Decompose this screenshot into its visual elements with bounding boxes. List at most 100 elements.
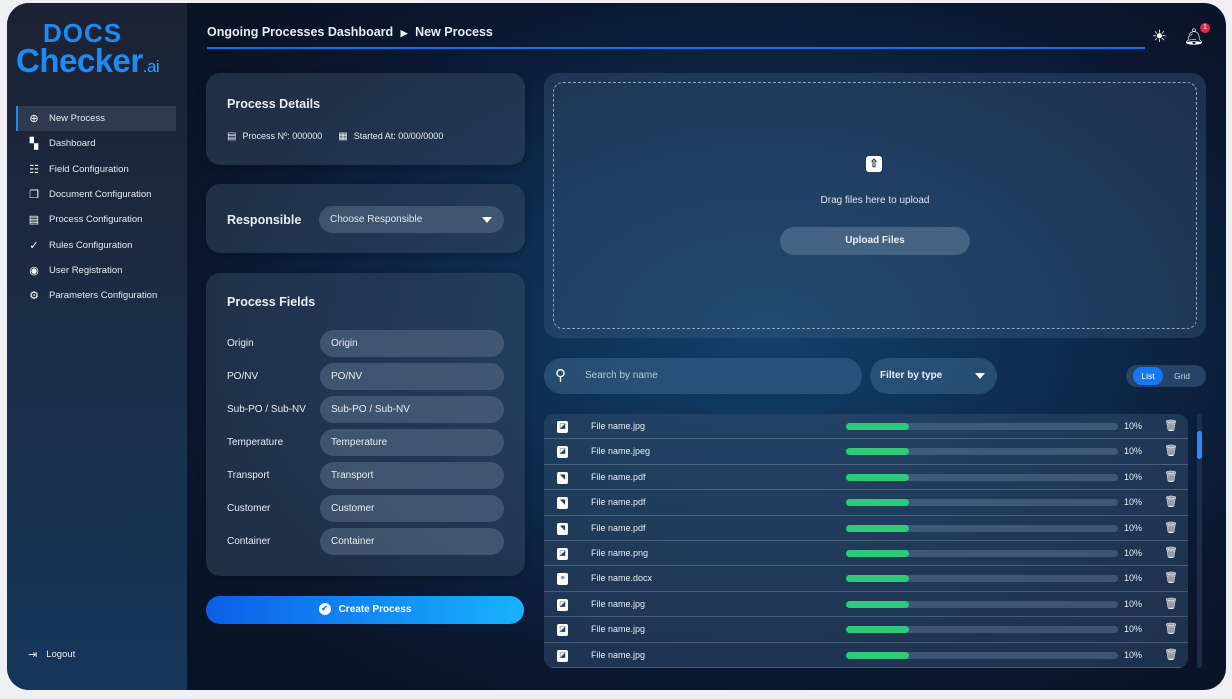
progress-percent: 10% xyxy=(1124,649,1143,660)
logo-line2: Checker xyxy=(16,42,143,79)
file-name: File name.pdf xyxy=(591,522,646,533)
trash-icon[interactable]: 🗑︎ xyxy=(1164,521,1178,534)
file-row[interactable]: ◪ File name.jpg 10% 🗑︎ xyxy=(544,643,1188,668)
file-row[interactable]: ≡ File name.docx 10% 🗑︎ xyxy=(544,566,1188,592)
file-row[interactable]: ◪ File name.jpg 10% 🗑︎ xyxy=(544,414,1188,440)
id-card-icon: ▤ xyxy=(227,131,237,142)
upload-progress-bar xyxy=(846,600,1118,608)
started-at: Started At: 00/00/0000 xyxy=(353,131,444,141)
field-input[interactable]: Customer xyxy=(320,495,504,522)
field-row: Sub-PO / Sub-NV Sub-PO / Sub-NV xyxy=(227,396,507,423)
field-input[interactable]: Transport xyxy=(320,462,504,489)
responsible-label: Responsible xyxy=(227,213,302,227)
file-name: File name.jpg xyxy=(591,598,646,609)
list-view-button[interactable]: List xyxy=(1133,367,1163,385)
file-row[interactable]: ◪ File name.jpg 10% 🗑︎ xyxy=(544,592,1188,618)
upload-progress-bar xyxy=(846,549,1118,557)
theme-toggle-sun-icon[interactable]: ☀ xyxy=(1151,27,1167,46)
sidebar-item-field-configuration[interactable]: ☷ Field Configuration xyxy=(16,157,176,182)
breadcrumb-dashboard[interactable]: Ongoing Processes Dashboard xyxy=(207,25,394,39)
field-row: Origin Origin xyxy=(227,330,507,357)
progress-percent: 10% xyxy=(1124,421,1143,431)
sidebar-item-process-configuration[interactable]: ▤ Process Configuration xyxy=(16,207,176,232)
file-name: File name.png xyxy=(591,547,649,558)
list-card-icon: ▤ xyxy=(28,214,40,227)
logo: DOCS Checker.ai xyxy=(16,20,160,82)
document-file-icon: ◥ xyxy=(557,522,568,535)
trash-icon[interactable]: 🗑︎ xyxy=(1164,648,1178,661)
sidebar-item-dashboard[interactable]: ▚ Dashboard xyxy=(16,131,176,156)
field-input[interactable]: PO/NV xyxy=(320,363,504,390)
breadcrumb-current: New Process xyxy=(415,25,493,39)
file-list-scrollbar[interactable] xyxy=(1197,414,1202,668)
field-label: PO/NV xyxy=(227,371,259,382)
sidebar-item-parameters-configuration[interactable]: ⚙ Parameters Configuration xyxy=(16,283,176,308)
responsible-select[interactable]: Choose Responsible xyxy=(319,206,504,233)
trash-icon[interactable]: 🗑︎ xyxy=(1164,470,1178,483)
progress-fill xyxy=(846,499,909,507)
gear-icon: ⚙ xyxy=(29,290,39,303)
sidebar-item-label: User Registration xyxy=(49,264,123,276)
field-row: Transport Transport xyxy=(227,462,507,489)
file-row[interactable]: ◪ File name.jpg 10% 🗑︎ xyxy=(544,617,1188,643)
sidebar-item-user-registration[interactable]: ◉ User Registration xyxy=(16,258,176,283)
app-window: DOCS Checker.ai ⊕ New Process ▚ Dashboard ☷ F… xyxy=(7,3,1226,690)
file-row[interactable]: ◥ File name.pdf 10% 🗑︎ xyxy=(544,490,1188,516)
drag-text: Drag files here to upload xyxy=(820,195,930,206)
file-row[interactable]: ◥ File name.pdf 10% 🗑︎ xyxy=(544,516,1188,541)
sidebar-item-label: Document Configuration xyxy=(49,189,152,201)
progress-fill xyxy=(846,473,909,481)
upload-files-button[interactable]: Upload Files xyxy=(780,227,970,255)
sidebar-item-document-configuration[interactable]: ❐ Document Configuration xyxy=(16,182,176,207)
image-file-icon: ◪ xyxy=(557,624,568,637)
field-input[interactable]: Origin xyxy=(320,330,504,357)
logout-icon: ⇥ xyxy=(28,649,38,661)
file-name: File name.jpg xyxy=(591,649,646,660)
process-fields-title: Process Fields xyxy=(227,295,316,309)
checklist-icon: ☷ xyxy=(29,163,39,176)
upload-progress-bar xyxy=(846,524,1118,532)
notifications-bell-icon[interactable]: 🔔︎ 1 xyxy=(1184,23,1210,47)
trash-icon[interactable]: 🗑︎ xyxy=(1164,420,1178,432)
file-row[interactable]: ◪ File name.png 10% 🗑︎ xyxy=(544,541,1188,567)
file-name: File name.jpg xyxy=(591,421,646,431)
progress-percent: 10% xyxy=(1124,471,1143,482)
trash-icon[interactable]: 🗑︎ xyxy=(1164,623,1178,636)
filter-type-select[interactable]: Filter by type xyxy=(870,358,997,394)
trash-icon[interactable]: 🗑︎ xyxy=(1164,496,1178,509)
upload-progress-bar xyxy=(846,423,1118,430)
create-process-button[interactable]: ✔ Create Process xyxy=(206,596,524,624)
field-input[interactable]: Container xyxy=(320,528,504,555)
field-input[interactable]: Temperature xyxy=(320,429,504,456)
search-input[interactable]: ⚲ Search by name xyxy=(544,358,862,394)
scrollbar-thumb[interactable] xyxy=(1197,431,1202,459)
file-row[interactable]: ◥ File name.pdf 10% 🗑︎ xyxy=(544,465,1188,491)
trash-icon[interactable]: 🗑︎ xyxy=(1164,445,1178,458)
sidebar: DOCS Checker.ai ⊕ New Process ▚ Dashboard ☷ F… xyxy=(7,3,187,690)
upload-dropzone[interactable]: ⇧ Drag files here to upload Upload Files xyxy=(544,73,1206,338)
process-fields-card: Process Fields Origin Origin PO/NV PO/NV Sub… xyxy=(206,273,525,576)
progress-fill xyxy=(846,575,909,583)
trash-icon[interactable]: 🗑︎ xyxy=(1164,597,1178,610)
image-file-icon: ◪ xyxy=(557,446,568,459)
document-file-icon: ◥ xyxy=(557,471,568,484)
progress-fill xyxy=(846,524,909,532)
sidebar-item-rules-configuration[interactable]: ✓ Rules Configuration xyxy=(16,232,176,257)
upload-progress-bar xyxy=(846,499,1118,507)
check-circle-icon: ✔ xyxy=(318,603,331,616)
progress-fill xyxy=(846,448,909,456)
progress-percent: 10% xyxy=(1124,573,1143,584)
grid-view-button[interactable]: Grid xyxy=(1173,371,1191,381)
trash-icon[interactable]: 🗑︎ xyxy=(1164,572,1178,585)
file-name: File name.jpeg xyxy=(591,446,651,457)
progress-fill xyxy=(846,549,909,557)
file-row[interactable]: ◪ File name.jpeg 10% 🗑︎ xyxy=(544,439,1188,465)
user-add-icon: ◉ xyxy=(29,264,39,277)
field-input[interactable]: Sub-PO / Sub-NV xyxy=(320,396,504,423)
sidebar-item-new-process[interactable]: ⊕ New Process xyxy=(16,106,176,132)
view-toggle: List Grid xyxy=(1126,365,1206,387)
trash-icon[interactable]: 🗑︎ xyxy=(1164,546,1178,559)
image-file-icon: ◪ xyxy=(557,649,568,662)
image-file-icon: ◪ xyxy=(557,547,568,560)
logout-button[interactable]: ⇥ Logout xyxy=(28,648,75,661)
